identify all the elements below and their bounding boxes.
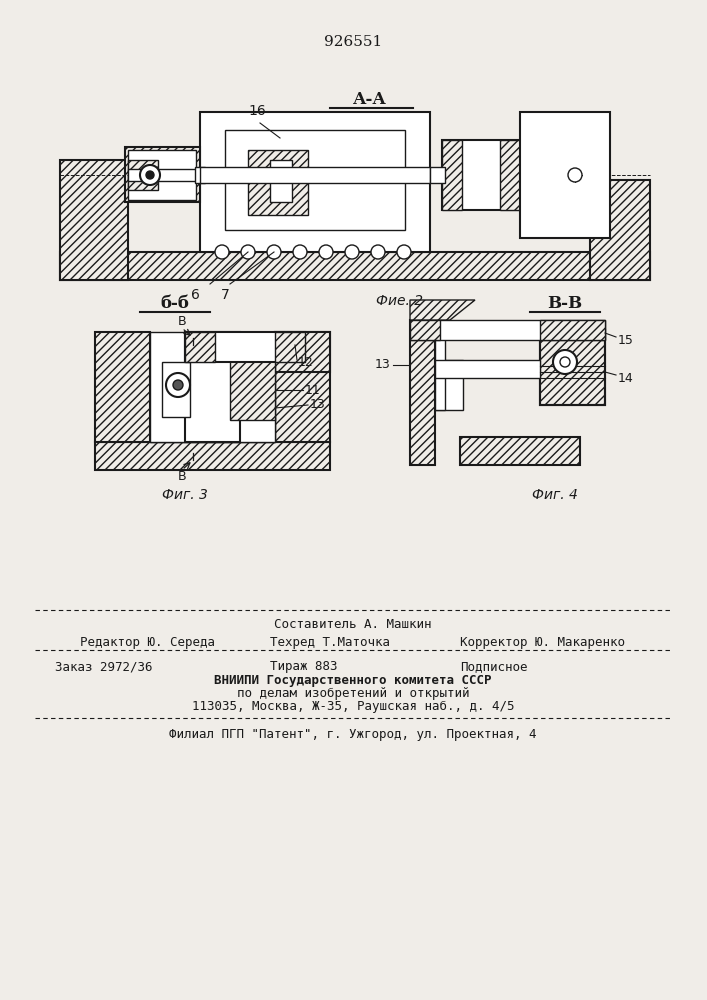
- Circle shape: [371, 245, 385, 259]
- Text: Составитель А. Машкин: Составитель А. Машкин: [274, 618, 432, 631]
- Circle shape: [560, 357, 570, 367]
- Text: 13: 13: [374, 359, 390, 371]
- Text: 16: 16: [248, 104, 266, 118]
- Bar: [410, 320, 440, 340]
- Bar: [95, 442, 330, 470]
- Circle shape: [345, 245, 359, 259]
- Bar: [460, 437, 580, 465]
- Text: 7: 7: [221, 288, 229, 302]
- Bar: [60, 160, 128, 280]
- Text: Фиг. 4: Фиг. 4: [532, 488, 578, 502]
- Bar: [200, 167, 430, 183]
- Text: Фие. 2: Фие. 2: [376, 294, 423, 308]
- Bar: [430, 167, 445, 183]
- Bar: [442, 140, 462, 210]
- Text: Техред Т.Маточка: Техред Т.Маточка: [270, 636, 390, 649]
- Circle shape: [166, 373, 190, 397]
- Circle shape: [173, 380, 183, 390]
- Text: 12: 12: [298, 357, 314, 369]
- Text: 15: 15: [618, 334, 634, 347]
- Bar: [125, 147, 200, 202]
- Text: Корректор Ю. Макаренко: Корректор Ю. Макаренко: [460, 636, 625, 649]
- Text: 6: 6: [191, 288, 199, 302]
- Bar: [128, 160, 158, 190]
- Bar: [435, 360, 463, 410]
- Bar: [540, 330, 605, 405]
- Bar: [230, 355, 275, 420]
- Bar: [150, 417, 275, 442]
- Bar: [410, 320, 435, 465]
- Text: Филиал ПГП "Патент", г. Ужгород, ул. Проектная, 4: Филиал ПГП "Патент", г. Ужгород, ул. Про…: [169, 728, 537, 741]
- Bar: [185, 332, 215, 362]
- Bar: [225, 130, 405, 230]
- Text: В: В: [177, 315, 187, 328]
- Bar: [248, 150, 308, 215]
- Bar: [410, 320, 605, 340]
- Text: по делам изобретений и открытий: по делам изобретений и открытий: [237, 687, 469, 700]
- Bar: [60, 252, 650, 280]
- Bar: [200, 112, 430, 252]
- Circle shape: [568, 168, 582, 182]
- Circle shape: [553, 350, 577, 374]
- Text: В-В: В-В: [547, 295, 583, 312]
- Text: 926551: 926551: [324, 35, 382, 49]
- Bar: [162, 362, 190, 417]
- Circle shape: [140, 165, 160, 185]
- Text: ВНИИПИ Государственного комитета СССР: ВНИИПИ Государственного комитета СССР: [214, 674, 492, 687]
- Circle shape: [397, 245, 411, 259]
- Text: В: В: [177, 470, 187, 483]
- Bar: [590, 180, 650, 280]
- Bar: [435, 320, 445, 410]
- Bar: [95, 332, 150, 442]
- Text: Заказ 2972/36: Заказ 2972/36: [55, 660, 153, 673]
- Bar: [275, 332, 330, 442]
- Text: 14: 14: [618, 371, 633, 384]
- Circle shape: [146, 171, 154, 179]
- Polygon shape: [410, 300, 475, 320]
- Bar: [275, 332, 330, 372]
- Bar: [275, 332, 305, 362]
- Bar: [520, 112, 610, 238]
- Bar: [500, 140, 522, 210]
- Text: Редактор Ю. Середа: Редактор Ю. Середа: [80, 636, 215, 649]
- Bar: [128, 150, 196, 200]
- Text: 13: 13: [310, 398, 326, 412]
- Text: Тираж 883: Тираж 883: [270, 660, 337, 673]
- Bar: [128, 169, 200, 181]
- Bar: [442, 140, 522, 210]
- Text: 11: 11: [305, 383, 321, 396]
- Circle shape: [319, 245, 333, 259]
- Circle shape: [267, 245, 281, 259]
- Text: Подписное: Подписное: [460, 660, 527, 673]
- Bar: [540, 330, 605, 405]
- Bar: [540, 320, 605, 340]
- Circle shape: [293, 245, 307, 259]
- Bar: [270, 160, 292, 202]
- Bar: [150, 332, 275, 442]
- Circle shape: [241, 245, 255, 259]
- Bar: [195, 167, 205, 183]
- Bar: [435, 360, 540, 378]
- Text: Фиг. 3: Фиг. 3: [162, 488, 208, 502]
- Text: А-А: А-А: [353, 91, 387, 108]
- Text: 113035, Москва, Ж-35, Раушская наб., д. 4/5: 113035, Москва, Ж-35, Раушская наб., д. …: [192, 700, 514, 713]
- Bar: [185, 332, 305, 362]
- Bar: [185, 332, 240, 442]
- Text: б-б: б-б: [160, 295, 189, 312]
- Circle shape: [215, 245, 229, 259]
